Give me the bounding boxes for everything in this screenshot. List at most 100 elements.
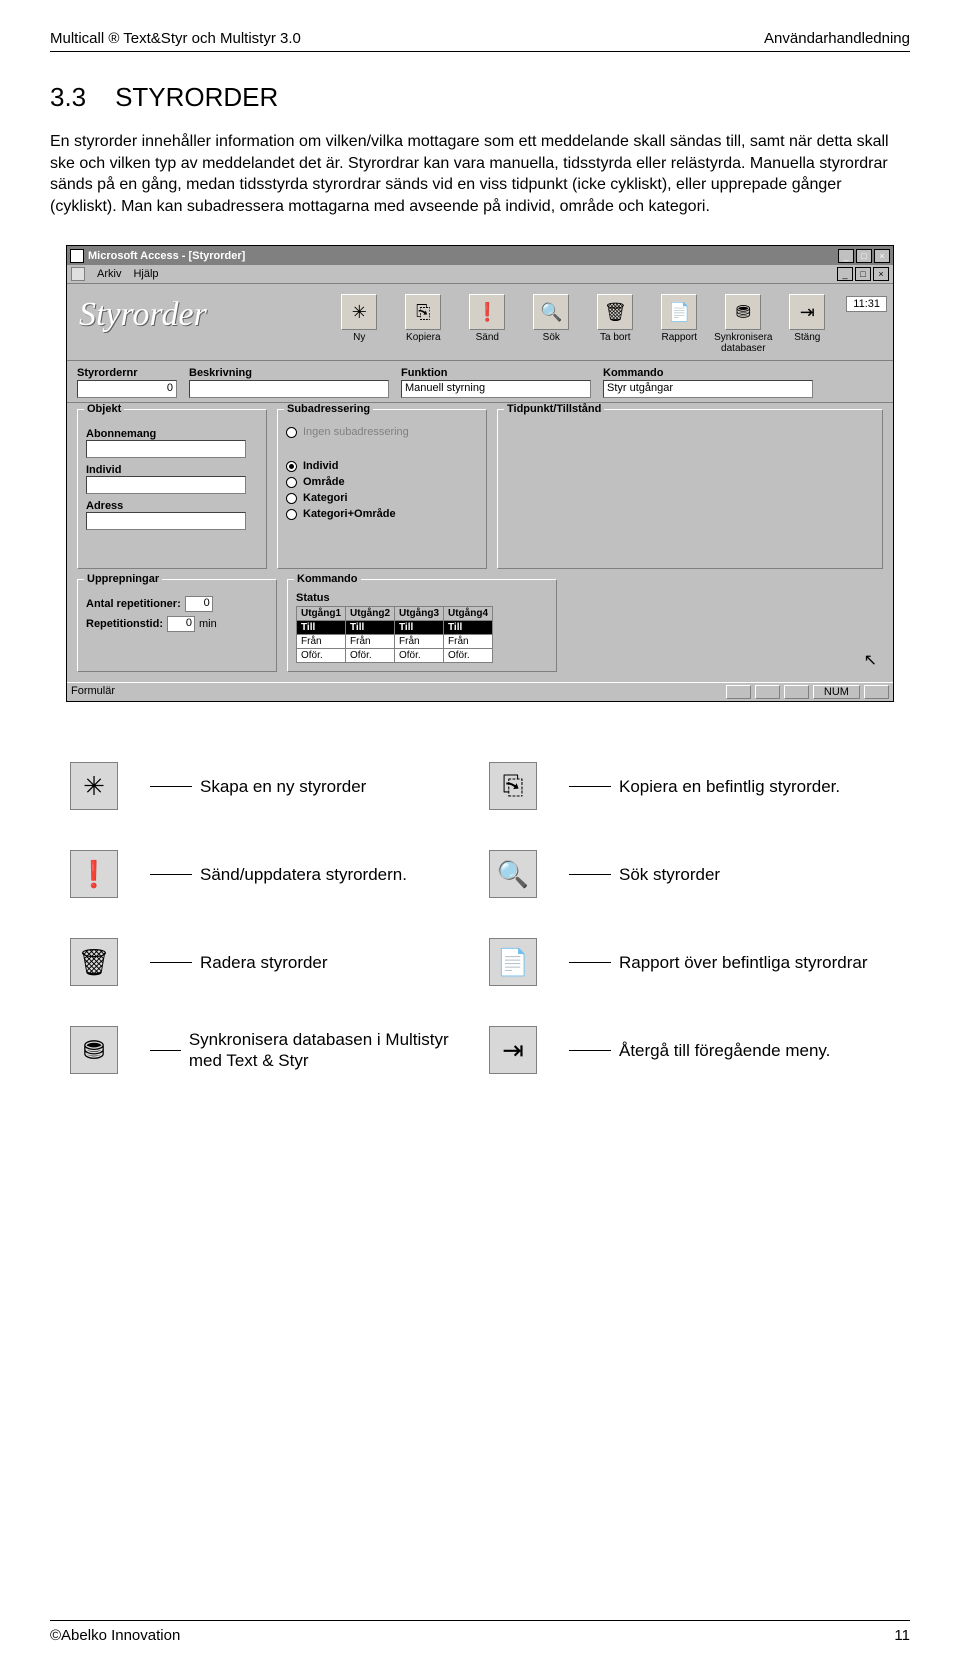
r1c2[interactable]: Till	[346, 621, 395, 635]
legend-text: Rapport över befintliga styrordrar	[619, 952, 868, 973]
legend-connector	[569, 874, 611, 875]
clock: 11:31	[846, 296, 887, 312]
toolbar-btn-ny[interactable]: ✳Ny	[330, 294, 388, 343]
r3c3[interactable]: Oför.	[395, 649, 444, 663]
toolbar-icon: ⎘	[405, 294, 441, 330]
legend-connector	[569, 1050, 611, 1051]
app-icon	[70, 249, 84, 263]
maximize-button[interactable]: □	[856, 249, 872, 263]
toolbar-btn-ta-bort[interactable]: 🗑Ta bort	[586, 294, 644, 343]
main-area: Objekt Abonnemang Individ Adress Subadre…	[67, 403, 893, 575]
abonnemang-input[interactable]	[86, 440, 246, 458]
status-cell-5	[864, 685, 889, 699]
section-name: STYRORDER	[115, 82, 278, 112]
radio-kategori-omrade[interactable]: Kategori+Område	[286, 508, 478, 520]
r1c1[interactable]: Till	[297, 621, 346, 635]
intro-paragraph: En styrorder innehåller information om v…	[50, 131, 910, 217]
abonnemang-label: Abonnemang	[86, 428, 258, 440]
radio-omrade[interactable]: Område	[286, 476, 478, 488]
legend-entry: Radera styrorder	[150, 952, 471, 973]
toolbar-label: Kopiera	[406, 332, 440, 343]
status-left: Formulär	[71, 685, 722, 699]
adress-input[interactable]	[86, 512, 246, 530]
antal-input[interactable]: 0	[185, 596, 213, 612]
top-fields: Styrordernr 0 Beskrivning Funktion Manue…	[67, 361, 893, 403]
subadr-legend: Subadressering	[284, 403, 373, 415]
kommando-group: Kommando Status Utgång1 Utgång2 Utgång3 …	[287, 579, 557, 672]
legend-icon: 📄	[489, 938, 537, 986]
child-maximize-button[interactable]: □	[855, 267, 871, 281]
reptid-unit: min	[199, 618, 217, 630]
beskrivning-label: Beskrivning	[189, 367, 389, 379]
window-title: Microsoft Access - [Styrorder]	[88, 250, 838, 262]
r3c2[interactable]: Oför.	[346, 649, 395, 663]
kommando-select[interactable]: Styr utgångar	[603, 380, 813, 398]
status-cell-3	[784, 685, 809, 699]
child-minimize-button[interactable]: _	[837, 267, 853, 281]
funktion-label: Funktion	[401, 367, 591, 379]
legend-text: Sök styrorder	[619, 864, 720, 885]
legend-connector	[569, 962, 611, 963]
beskrivning-input[interactable]	[189, 380, 389, 398]
toolbar-icon: 🗑	[597, 294, 633, 330]
reptid-input[interactable]: 0	[167, 616, 195, 632]
r2c3[interactable]: Från	[395, 635, 444, 649]
status-cell-1	[726, 685, 751, 699]
r2c4[interactable]: Från	[444, 635, 493, 649]
menubar: Arkiv Hjälp _ □ ×	[67, 265, 893, 284]
legend-connector	[150, 1050, 181, 1051]
footer-right: 11	[894, 1627, 910, 1644]
legend-connector	[150, 962, 192, 963]
legend-text: Synkronisera databasen i Multistyr med T…	[189, 1029, 471, 1072]
toolbar-label: Rapport	[661, 332, 697, 343]
r1c3[interactable]: Till	[395, 621, 444, 635]
toolbar-btn-stäng[interactable]: ⇥ Stäng	[778, 294, 836, 343]
r3c1[interactable]: Oför.	[297, 649, 346, 663]
doc-icon	[71, 267, 85, 281]
status-table: Utgång1 Utgång2 Utgång3 Utgång4 Till Til…	[296, 606, 493, 663]
r2c2[interactable]: Från	[346, 635, 395, 649]
r1c4[interactable]: Till	[444, 621, 493, 635]
subadressering-group: Subadressering Ingen subadressering Indi…	[277, 409, 487, 569]
statusbar: Formulär NUM	[67, 682, 893, 701]
toolbar-btn-sök[interactable]: 🔍Sök	[522, 294, 580, 343]
toolbar-label: Sök	[543, 332, 560, 343]
legend-icon: ⎘	[489, 762, 537, 810]
toolbar-btn-synkronisera-databaser[interactable]: ⛃Synkronisera databaser	[714, 294, 772, 354]
r2c1[interactable]: Från	[297, 635, 346, 649]
close-button[interactable]: ×	[874, 249, 890, 263]
icon-legend: ✳Skapa en ny styrorder⎘Kopiera en befint…	[70, 762, 890, 1074]
minimize-button[interactable]: _	[838, 249, 854, 263]
doc-footer: ©Abelko Innovation 11	[50, 1620, 910, 1644]
lower-area: Upprepningar Antal repetitioner: 0 Repet…	[67, 575, 893, 682]
section-number: 3.3	[50, 82, 86, 112]
reptid-label: Repetitionstid:	[86, 618, 163, 630]
menu-arkiv[interactable]: Arkiv	[97, 268, 121, 280]
toolbar-btn-rapport[interactable]: 📄Rapport	[650, 294, 708, 343]
toolbar-label: Stäng	[794, 332, 820, 343]
radio-kategori[interactable]: Kategori	[286, 492, 478, 504]
child-close-button[interactable]: ×	[873, 267, 889, 281]
r3c4[interactable]: Oför.	[444, 649, 493, 663]
funktion-select[interactable]: Manuell styrning	[401, 380, 591, 398]
tidpunkt-group: Tidpunkt/Tillstånd	[497, 409, 883, 569]
upprepningar-group: Upprepningar Antal repetitioner: 0 Repet…	[77, 579, 277, 672]
legend-entry: Återgå till föregående meny.	[569, 1040, 890, 1061]
styrordernr-input[interactable]: 0	[77, 380, 177, 398]
adress-label: Adress	[86, 500, 258, 512]
menu-hjalp[interactable]: Hjälp	[133, 268, 158, 280]
toolbar-icon: ⛃	[725, 294, 761, 330]
legend-icon: ⛃	[70, 1026, 118, 1074]
toolbar-label: Synkronisera databaser	[714, 332, 772, 354]
toolbar-btn-sänd[interactable]: ❗Sänd	[458, 294, 516, 343]
toolbar-btn-kopiera[interactable]: ⎘ Kopiera	[394, 294, 452, 343]
legend-text: Kopiera en befintlig styrorder.	[619, 776, 840, 797]
cursor-icon: ↖	[864, 650, 877, 670]
radio-individ[interactable]: Individ	[286, 460, 478, 472]
titlebar: Microsoft Access - [Styrorder] _ □ ×	[67, 246, 893, 265]
legend-text: Återgå till föregående meny.	[619, 1040, 830, 1061]
toolbar-icon: ⇥	[789, 294, 825, 330]
toolbar-label: Ny	[353, 332, 365, 343]
toolbar-icon: ❗	[469, 294, 505, 330]
individ-input[interactable]	[86, 476, 246, 494]
